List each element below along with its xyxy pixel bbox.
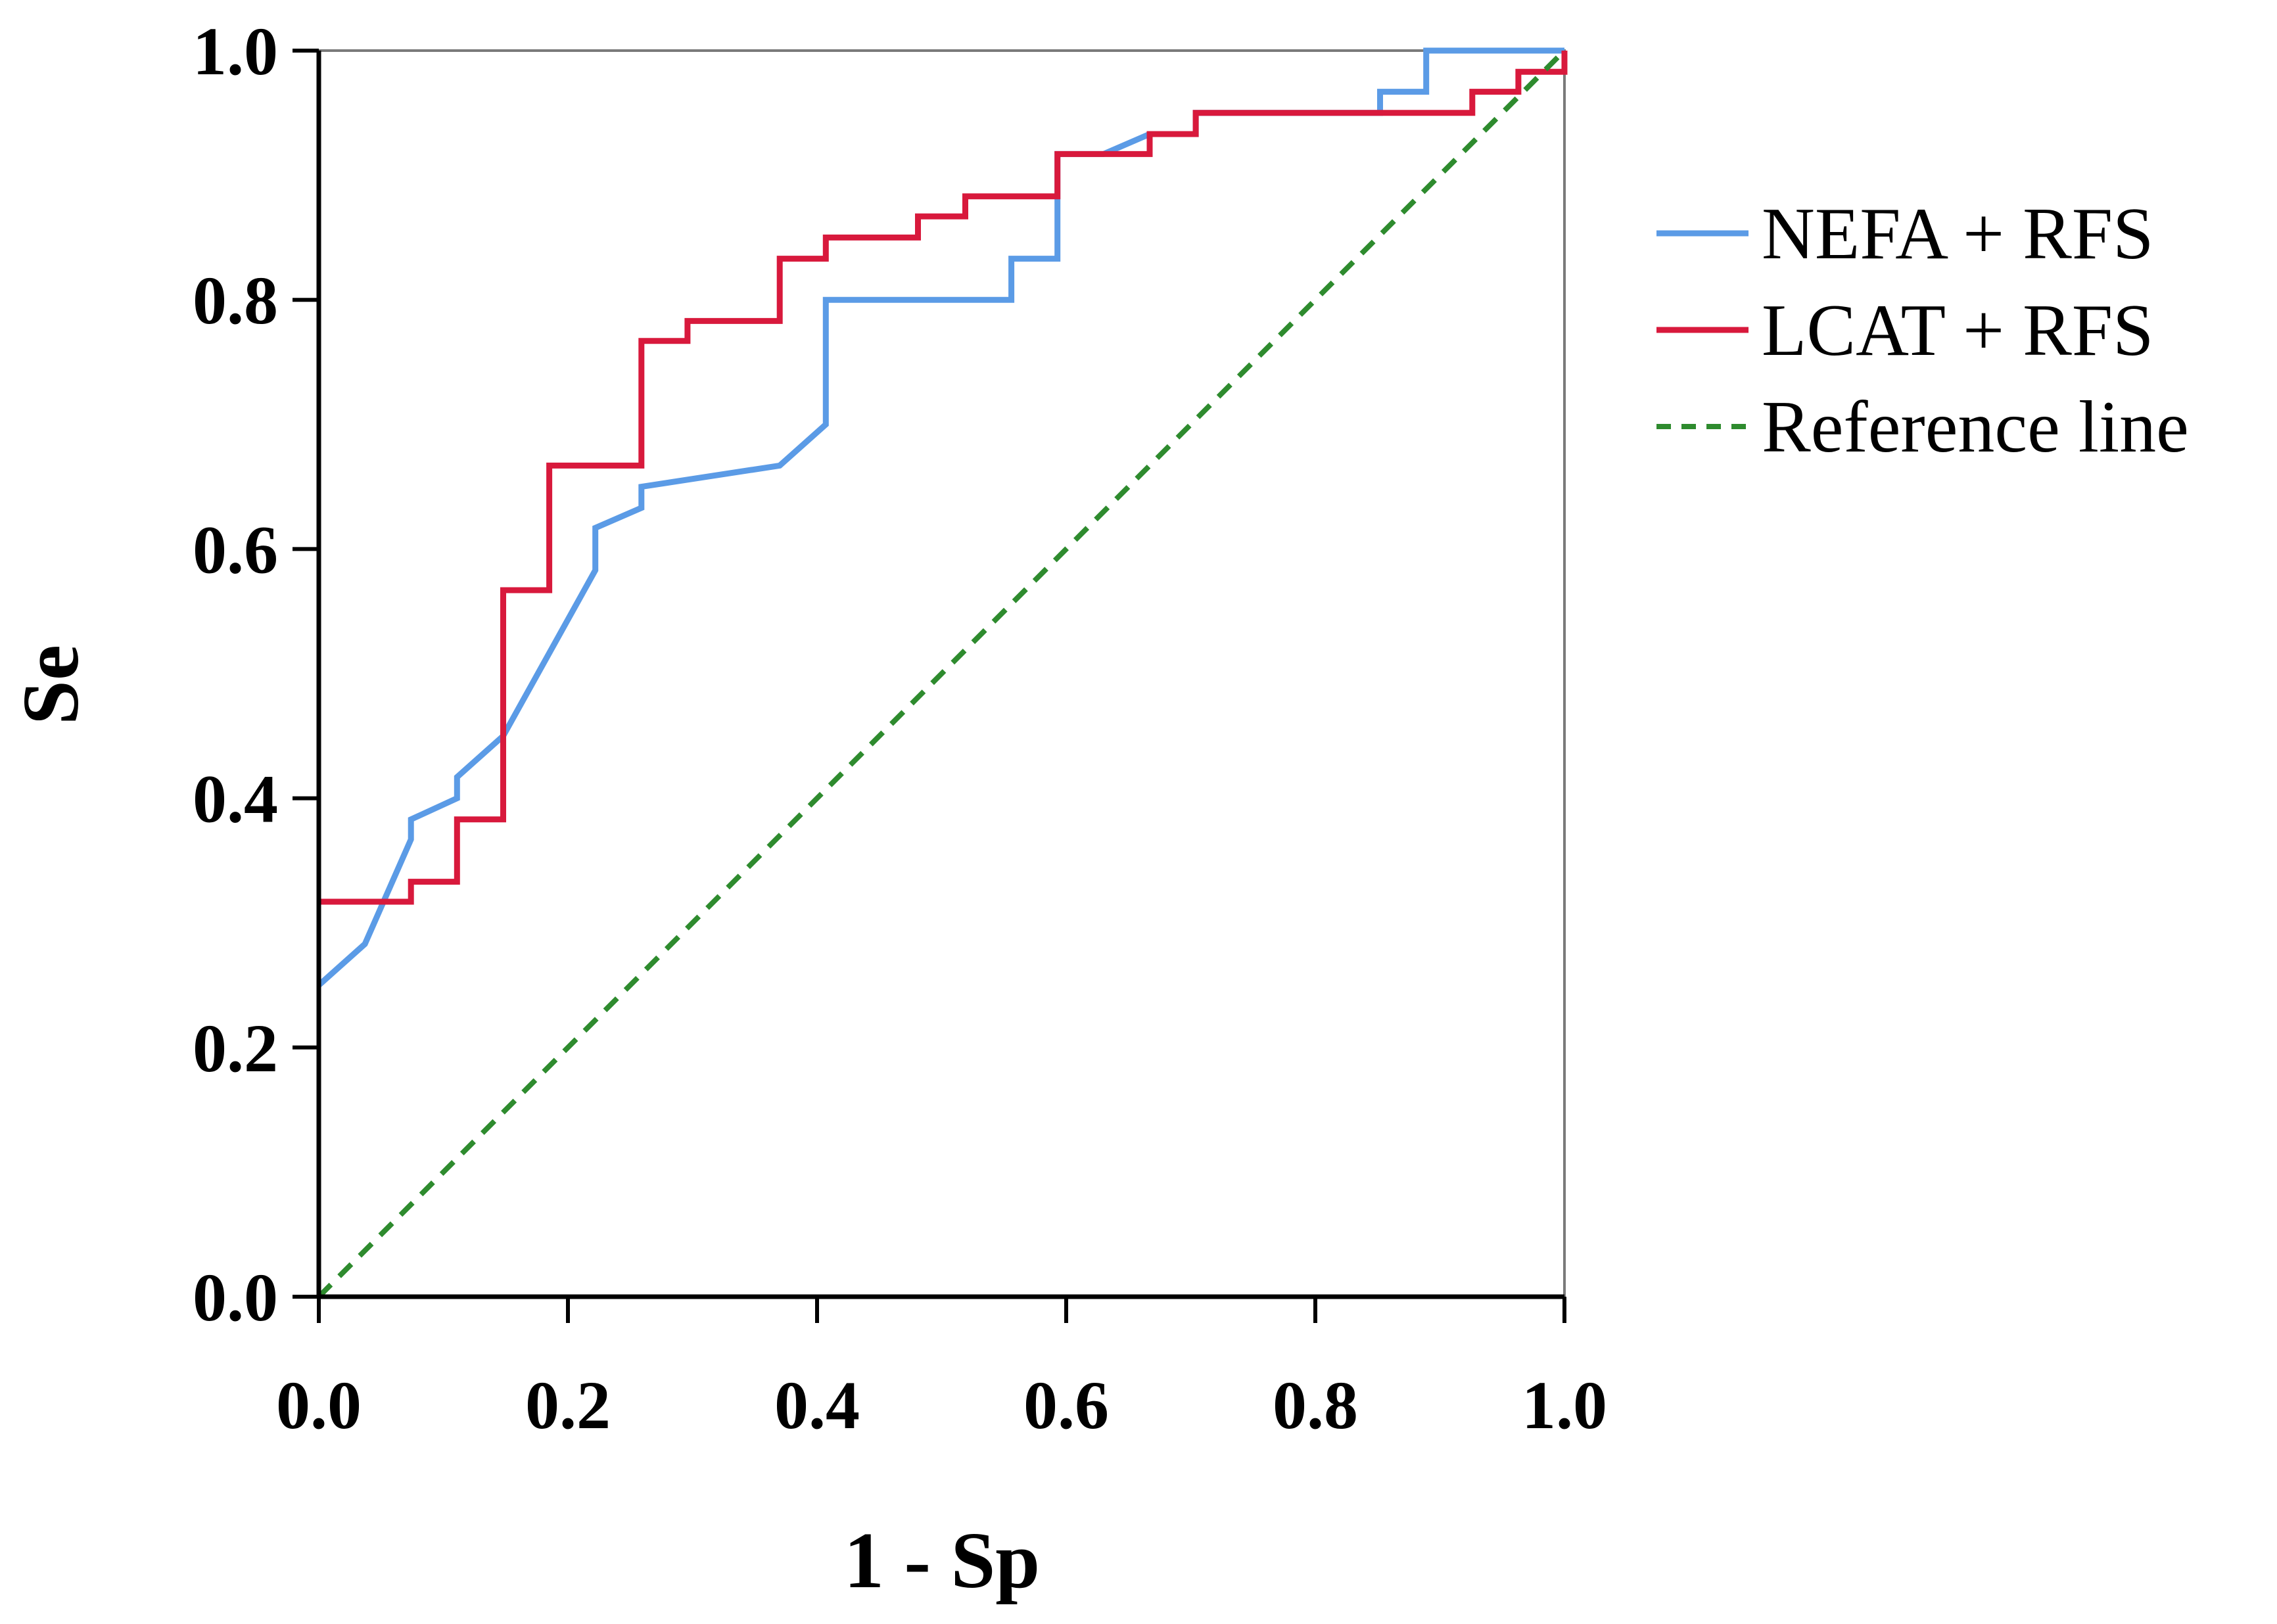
x-axis-title: 1 - Sp [844, 1516, 1040, 1605]
y-tick-label: 1.0 [193, 14, 278, 89]
series-line-reference-line [317, 49, 1566, 1299]
x-tick-label: 0.0 [276, 1368, 362, 1443]
y-tick-label: 0.4 [193, 762, 278, 837]
series-layer [317, 47, 1568, 1299]
series-line-lcat-rfs [319, 51, 1568, 905]
y-tick-label: 0.2 [193, 1011, 278, 1086]
x-tick-label: 0.4 [774, 1368, 860, 1443]
legend-label: Reference line [1762, 386, 2189, 468]
x-tick-label: 0.8 [1273, 1368, 1358, 1443]
legend-label: NEFA + RFS [1762, 193, 2153, 275]
y-tick-label: 0.0 [193, 1260, 278, 1335]
legend-label: LCAT + RFS [1762, 290, 2153, 371]
legend: NEFA + RFS LCAT + RFS Reference line [1656, 193, 2189, 468]
axes-layer: 0.0 0.2 0.4 0.6 0.8 1.0 0.0 0.2 0.4 0.6 0.8 1.0 [193, 14, 1607, 1443]
y-axis-title: Se [7, 645, 95, 725]
x-tick-label: 1.0 [1522, 1368, 1607, 1443]
y-tick-label: 0.6 [193, 512, 278, 588]
series-line-nefa-rfs [317, 47, 1564, 988]
y-tick-label: 0.8 [193, 263, 278, 338]
x-tick-label: 0.2 [525, 1368, 611, 1443]
x-tick-label: 0.6 [1023, 1368, 1109, 1443]
